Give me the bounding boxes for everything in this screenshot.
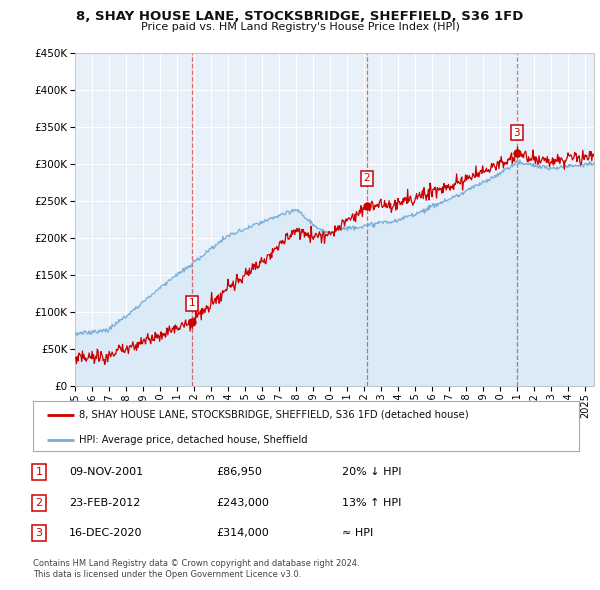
Text: 23-FEB-2012: 23-FEB-2012 [69, 498, 140, 507]
Text: 09-NOV-2001: 09-NOV-2001 [69, 467, 143, 477]
Text: Contains HM Land Registry data © Crown copyright and database right 2024.: Contains HM Land Registry data © Crown c… [33, 559, 359, 568]
Text: 3: 3 [514, 128, 520, 138]
Text: 2: 2 [35, 498, 43, 507]
Text: This data is licensed under the Open Government Licence v3.0.: This data is licensed under the Open Gov… [33, 571, 301, 579]
Text: ≈ HPI: ≈ HPI [342, 529, 373, 538]
Text: 16-DEC-2020: 16-DEC-2020 [69, 529, 143, 538]
Text: 8, SHAY HOUSE LANE, STOCKSBRIDGE, SHEFFIELD, S36 1FD: 8, SHAY HOUSE LANE, STOCKSBRIDGE, SHEFFI… [76, 10, 524, 23]
Text: 3: 3 [35, 529, 43, 538]
Text: £243,000: £243,000 [216, 498, 269, 507]
Text: 8, SHAY HOUSE LANE, STOCKSBRIDGE, SHEFFIELD, S36 1FD (detached house): 8, SHAY HOUSE LANE, STOCKSBRIDGE, SHEFFI… [79, 409, 469, 419]
Text: 2: 2 [364, 173, 370, 183]
Text: £86,950: £86,950 [216, 467, 262, 477]
Text: Price paid vs. HM Land Registry's House Price Index (HPI): Price paid vs. HM Land Registry's House … [140, 22, 460, 32]
Text: 1: 1 [188, 299, 195, 309]
Text: 1: 1 [35, 467, 43, 477]
Text: £314,000: £314,000 [216, 529, 269, 538]
Text: 13% ↑ HPI: 13% ↑ HPI [342, 498, 401, 507]
Text: HPI: Average price, detached house, Sheffield: HPI: Average price, detached house, Shef… [79, 435, 308, 445]
Text: 20% ↓ HPI: 20% ↓ HPI [342, 467, 401, 477]
